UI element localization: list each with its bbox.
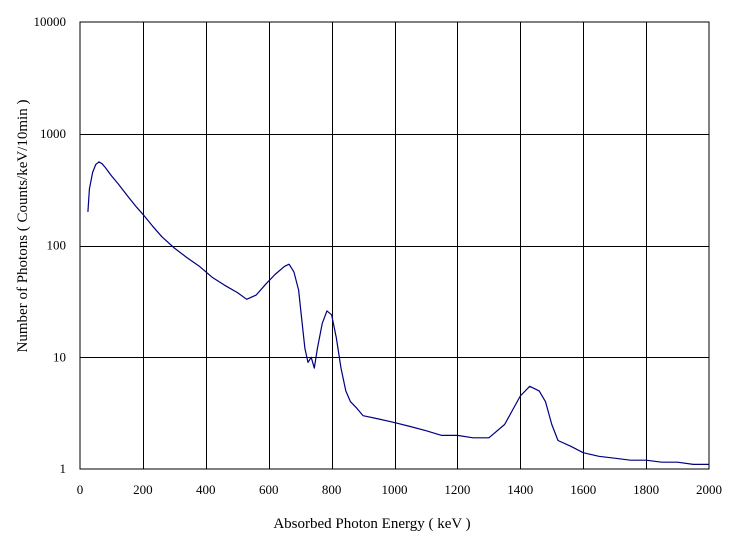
x-tick-label: 1800 bbox=[633, 482, 659, 497]
series-layer bbox=[87, 161, 709, 465]
y-axis-title: Number of Photons ( Counts/keV/10min ) bbox=[15, 100, 31, 353]
y-tick-label: 100 bbox=[47, 238, 67, 253]
y-axis-ticks: 1 10 100 1000 10000 bbox=[34, 14, 67, 476]
y-tick-label: 10000 bbox=[34, 14, 67, 29]
x-axis-title: Absorbed Photon Energy ( keV ) bbox=[273, 516, 470, 532]
x-tick-label: 1000 bbox=[382, 482, 408, 497]
x-tick-label: 0 bbox=[77, 482, 84, 497]
x-tick-label: 400 bbox=[196, 482, 216, 497]
y-tick-label: 1 bbox=[60, 461, 67, 476]
x-axis-ticks: 0 200 400 600 800 1000 1200 1400 1600 1800 2000 bbox=[77, 482, 722, 497]
x-tick-label: 1200 bbox=[444, 482, 470, 497]
grid bbox=[80, 22, 709, 469]
plot-area bbox=[79, 21, 710, 470]
x-tick-label: 1400 bbox=[507, 482, 533, 497]
x-tick-label: 2000 bbox=[696, 482, 722, 497]
x-tick-label: 200 bbox=[133, 482, 153, 497]
x-tick-label: 1600 bbox=[570, 482, 596, 497]
y-tick-label: 10 bbox=[53, 349, 66, 364]
y-tick-label: 1000 bbox=[40, 126, 66, 141]
spectrum-series-line bbox=[87, 161, 709, 465]
x-tick-label: 600 bbox=[259, 482, 279, 497]
x-tick-label: 800 bbox=[322, 482, 342, 497]
